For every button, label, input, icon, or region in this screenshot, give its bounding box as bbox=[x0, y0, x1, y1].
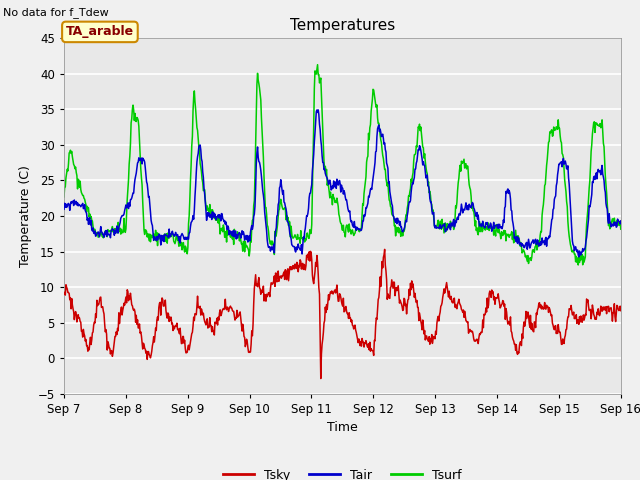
Text: TA_arable: TA_arable bbox=[66, 25, 134, 38]
Legend: Tsky, Tair, Tsurf: Tsky, Tair, Tsurf bbox=[218, 464, 467, 480]
Y-axis label: Temperature (C): Temperature (C) bbox=[19, 165, 32, 267]
Text: No data for f_Tdew: No data for f_Tdew bbox=[3, 7, 109, 18]
X-axis label: Time: Time bbox=[327, 421, 358, 434]
Title: Temperatures: Temperatures bbox=[290, 18, 395, 33]
